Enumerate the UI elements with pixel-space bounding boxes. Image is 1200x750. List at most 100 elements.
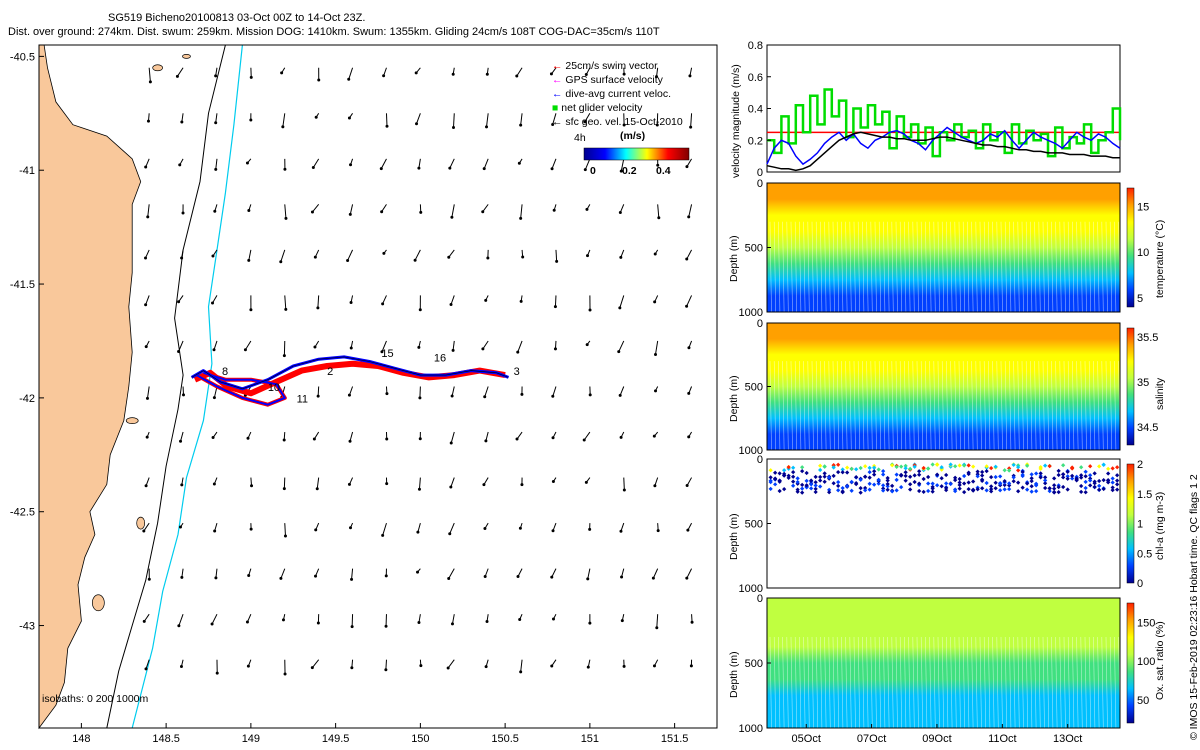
sfc-velocity-head: [314, 574, 318, 578]
salinity-profile-gap: [1072, 361, 1075, 451]
chla-cbtick-label: 0.5: [1137, 548, 1152, 560]
chla-point: [813, 483, 818, 488]
sfc-velocity-head: [249, 527, 253, 531]
temperature-profile-gap: [824, 221, 827, 313]
sfc-velocity-head: [348, 526, 352, 530]
sfc-velocity-head: [382, 251, 386, 255]
sfc-velocity-arrow: [147, 204, 150, 217]
map-xtick-label: 148.5: [152, 733, 180, 745]
oxygen-profile-gap: [778, 636, 781, 729]
oxygen-colorbar: [1126, 602, 1135, 724]
sfc-velocity-head: [553, 347, 557, 351]
sfc-velocity-head: [550, 664, 554, 668]
temperature-profile-gap: [1038, 221, 1041, 313]
chla-point: [993, 480, 998, 485]
temperature-profile-gap: [832, 221, 835, 313]
track-line: [191, 356, 509, 390]
sfc-velocity-head: [148, 80, 152, 84]
salinity-profile-gap: [862, 361, 865, 451]
chla-point: [782, 487, 787, 492]
chla-point: [944, 481, 949, 486]
salinity-profile-gap: [1034, 361, 1037, 451]
oxygen-cbtick-label: 100: [1137, 656, 1155, 668]
legend-net: ■ net glider velocity: [552, 102, 643, 114]
chla-point: [822, 479, 827, 484]
salinity-profile-gap: [1114, 361, 1117, 451]
sfc-velocity-arrow: [449, 522, 455, 534]
day-label-0: 3: [514, 366, 520, 378]
sfc-velocity-arrow: [552, 386, 557, 397]
chla-point: [782, 473, 787, 478]
chla-point: [804, 470, 809, 476]
sfc-velocity-head: [622, 123, 626, 127]
chla-point: [872, 469, 877, 474]
sfc-velocity-head: [284, 307, 288, 311]
chla-point: [836, 469, 841, 475]
temperature-profile-gap: [912, 221, 915, 313]
sfc-velocity-head: [417, 345, 421, 349]
map-frame: [38, 44, 718, 729]
temperature-profile-gap: [1072, 221, 1075, 313]
sfc-velocity-head: [283, 534, 287, 538]
salinity-profile-gap: [950, 361, 953, 451]
temperature-profile-gap: [904, 221, 907, 313]
temperature-profile-gap: [958, 221, 961, 313]
temperature-profile-gap: [933, 221, 936, 313]
sfc-velocity-arrow: [450, 477, 455, 488]
sfc-velocity-head: [177, 300, 181, 304]
sfc-velocity-head: [211, 436, 215, 440]
chla-point: [908, 466, 913, 471]
sfc-velocity-head: [381, 302, 385, 306]
temperature-profile-gap: [899, 221, 902, 313]
chla-point: [885, 484, 890, 489]
sfc-velocity-arrow: [348, 67, 354, 80]
island-2: [125, 417, 139, 424]
oxygen-profile-gap: [874, 636, 877, 729]
chla-point: [1007, 481, 1012, 486]
chla-point: [813, 474, 818, 479]
temperature-cbtick-label: 15: [1137, 201, 1149, 213]
sfc-velocity-head: [246, 436, 250, 440]
chla-point: [768, 480, 773, 485]
temperature-profile-gap: [828, 221, 831, 313]
oxygen-profile-gap: [1072, 636, 1075, 729]
velocity-panel: [766, 44, 1121, 173]
sfc-velocity-arrow: [452, 113, 455, 128]
sfc-velocity-head: [622, 72, 626, 76]
sfc-velocity-head: [418, 437, 422, 441]
sfc-velocity-arrow: [623, 477, 625, 491]
sfc-velocity-head: [280, 71, 284, 75]
oxygen-profile-gap: [937, 636, 940, 729]
sfc-velocity-arrow: [551, 158, 557, 169]
sfc-velocity-head: [310, 666, 314, 670]
chla-point: [989, 489, 994, 494]
sfc-velocity-arrow: [347, 249, 354, 261]
temperature-profile-gap: [954, 221, 957, 313]
sfc-velocity-head: [655, 123, 659, 127]
sfc-velocity-head: [586, 254, 590, 258]
sfc-velocity-head: [485, 72, 489, 76]
sfc-velocity-head: [282, 438, 286, 442]
sfc-velocity-head: [247, 573, 251, 577]
chla-point: [849, 479, 854, 485]
salinity-profile-gap: [967, 361, 970, 451]
sfc-velocity-arrow: [180, 431, 184, 442]
sfc-velocity-head: [653, 300, 657, 304]
chla-point: [827, 475, 832, 480]
salinity-cbtick-label: 34.5: [1137, 422, 1158, 434]
sfc-velocity-head: [214, 167, 218, 171]
oxygen-profile-gap: [908, 636, 911, 729]
chla-point: [881, 469, 886, 474]
chla-point: [944, 472, 949, 478]
map-xtick-label: 151.5: [661, 733, 689, 745]
chla-point: [804, 483, 809, 488]
oxygen-profile-gap: [841, 636, 844, 729]
sfc-velocity-head: [382, 74, 386, 78]
sfc-velocity-head: [551, 122, 555, 126]
sfc-velocity-head: [655, 626, 659, 630]
salinity-profile-gap: [820, 361, 823, 451]
chla-point: [917, 481, 922, 486]
temperature-profile-gap: [975, 221, 978, 313]
oxygen-profile-gap: [1034, 636, 1037, 729]
temperature-profile-gap: [1055, 221, 1058, 313]
